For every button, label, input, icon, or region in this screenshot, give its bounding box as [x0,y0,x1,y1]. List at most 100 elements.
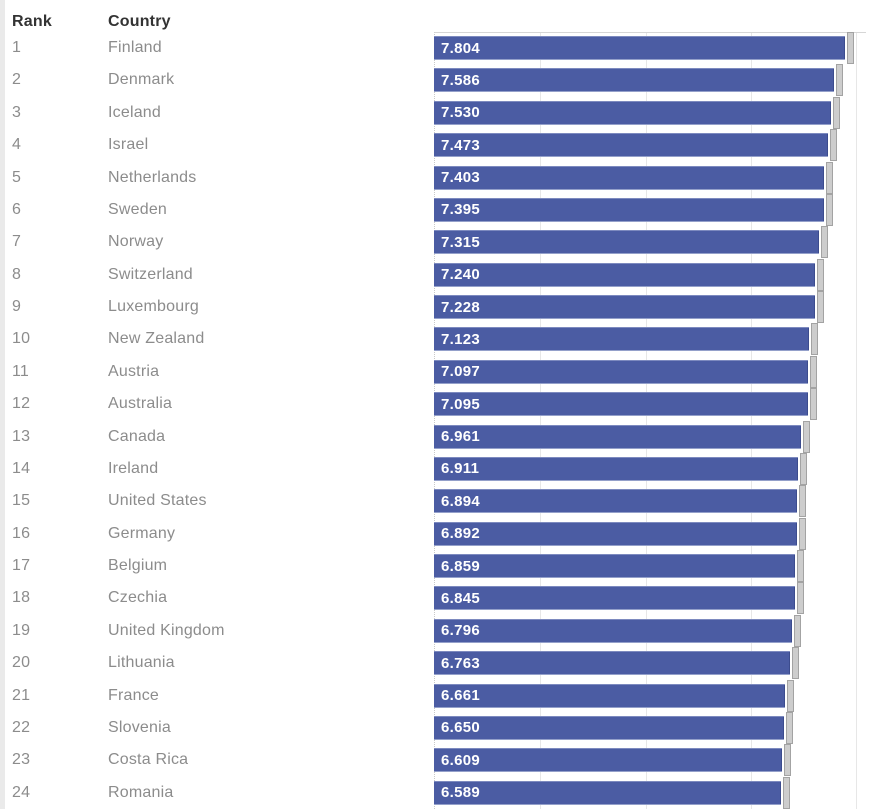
score-bar[interactable]: 7.240 [434,262,816,287]
rank-value: 7 [12,233,22,251]
rank-value: 24 [12,783,31,801]
score-bar[interactable]: 6.859 [434,554,796,578]
confidence-interval-tick [829,129,837,162]
confidence-interval-tick [783,776,791,809]
score-bar[interactable]: 6.845 [434,586,795,611]
confidence-interval-tick [792,647,800,680]
country-label: United Kingdom [108,621,225,639]
table-row: 3 Iceland 7.530 [0,96,870,129]
score-value-label: 6.911 [441,460,480,478]
country-label: Slovenia [108,718,171,736]
score-bar[interactable]: 7.395 [434,197,824,222]
score-value-label: 7.095 [441,395,481,413]
vertical-gridline [856,33,858,809]
confidence-interval-tick [821,226,829,259]
confidence-interval-tick [784,744,792,777]
country-label: New Zealand [108,330,205,348]
country-label: Czechia [108,589,168,607]
score-bar[interactable]: 7.473 [434,133,828,158]
score-bar[interactable]: 7.530 [434,100,831,125]
confidence-interval-tick [797,550,805,582]
score-value-label: 7.228 [441,298,481,316]
sheet-left-border [0,0,5,809]
country-column-header[interactable]: Country [108,13,171,30]
table-row: 5 Netherlands 7.403 [0,161,870,194]
table-row: 22 Slovenia 6.650 [0,711,870,744]
rank-value: 21 [12,686,31,704]
confidence-interval-tick [802,420,810,453]
score-bar[interactable]: 7.123 [434,327,810,352]
rank-value: 1 [12,39,22,56]
score-value-label: 6.796 [441,622,481,640]
rank-value: 9 [12,298,22,315]
table-row: 16 Germany 6.892 [0,517,870,550]
score-bar[interactable]: 6.589 [434,780,782,805]
confidence-interval-tick [786,679,794,712]
rank-value: 15 [12,492,31,510]
score-value-label: 7.530 [441,104,481,122]
confidence-interval-tick [835,64,843,97]
score-value-label: 7.395 [441,201,481,219]
score-bar[interactable]: 7.097 [434,359,808,384]
country-label: Norway [108,233,164,251]
score-value-label: 7.586 [441,71,481,89]
score-value-label: 6.892 [441,525,481,543]
country-label: Germany [108,524,176,542]
score-bar[interactable]: 7.586 [434,68,834,93]
rank-value: 13 [12,427,31,445]
confidence-interval-tick [800,452,808,485]
table-row: 9 Luxembourg 7.228 [0,291,870,323]
rank-value: 23 [12,751,31,769]
score-bar[interactable]: 6.661 [434,683,785,708]
country-label: Iceland [108,103,161,121]
score-bar[interactable]: 6.763 [434,651,791,676]
table-row: 14 Ireland 6.911 [0,452,870,485]
score-value-label: 7.804 [441,39,481,57]
country-label: Ireland [108,459,159,477]
ranking-rows: 1 Finland 7.804 2 Denmark 7.586 3 Iceland 7.530 4… [0,32,870,809]
score-bar[interactable]: 7.228 [434,295,815,319]
score-bar[interactable]: 6.650 [434,715,785,740]
confidence-interval-tick [799,517,807,550]
table-row: 19 United Kingdom 6.796 [0,614,870,647]
rank-value: 3 [12,103,22,121]
score-value-label: 7.240 [441,266,481,284]
table-row: 24 Romania 6.589 [0,776,870,809]
country-label: Israel [108,136,149,154]
score-value-label: 6.961 [441,428,481,445]
score-value-label: 6.650 [441,719,481,737]
score-value-label: 6.763 [441,654,481,672]
rank-value: 17 [12,557,31,574]
country-label: Luxembourg [108,298,199,315]
table-row: 7 Norway 7.315 [0,226,870,259]
rank-value: 19 [12,621,31,639]
score-bar[interactable]: 6.894 [434,489,798,514]
table-row: 6 Sweden 7.395 [0,193,870,226]
country-label: France [108,686,159,704]
country-label: Canada [108,427,166,445]
table-row: 10 New Zealand 7.123 [0,323,870,356]
confidence-interval-tick [786,711,794,744]
score-value-label: 7.403 [441,169,481,186]
score-bar[interactable]: 7.804 [434,36,846,60]
confidence-interval-tick [809,355,817,388]
country-label: Netherlands [108,168,197,186]
score-bar[interactable]: 7.403 [434,165,824,190]
score-bar[interactable]: 6.892 [434,521,798,546]
score-bar[interactable]: 6.961 [434,424,801,449]
confidence-interval-tick [811,323,819,356]
table-row: 11 Austria 7.097 [0,355,870,388]
score-bar[interactable]: 6.609 [434,748,783,773]
rank-column-header[interactable]: Rank [12,13,52,30]
score-bar[interactable]: 6.796 [434,618,793,643]
table-row: 15 United States 6.894 [0,485,870,518]
country-label: Belgium [108,557,168,574]
country-label: Romania [108,783,174,801]
score-bar[interactable]: 6.911 [434,456,799,481]
table-row: 13 Canada 6.961 [0,420,870,453]
confidence-interval-tick [825,193,833,226]
country-label: Australia [108,395,173,413]
vertical-gridline [751,33,753,809]
score-bar[interactable]: 7.095 [434,392,808,417]
score-bar[interactable]: 7.315 [434,230,820,255]
